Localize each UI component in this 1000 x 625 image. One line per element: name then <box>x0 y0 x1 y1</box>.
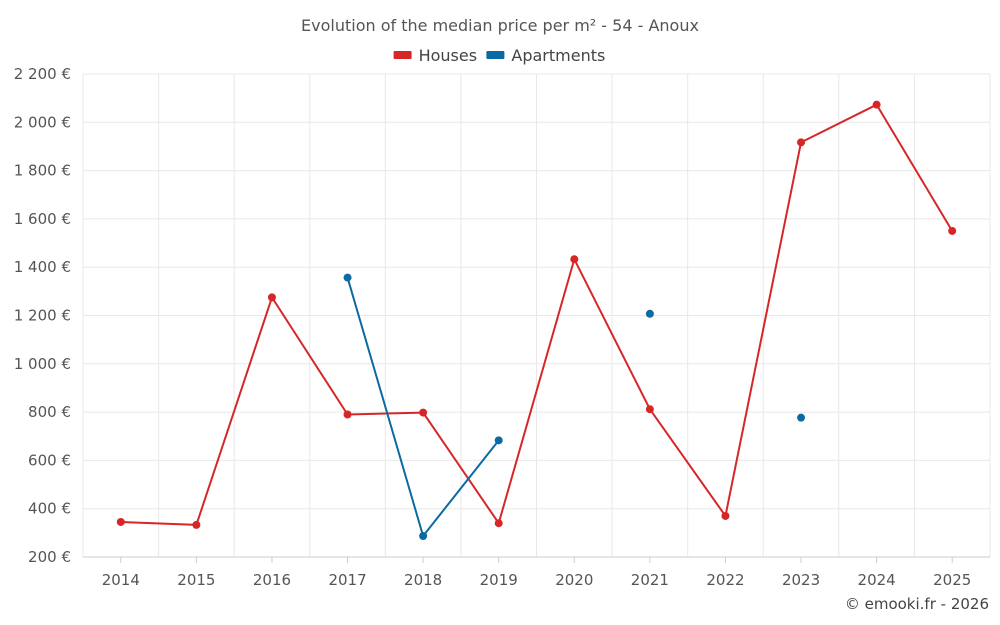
x-tick-label: 2020 <box>555 571 593 589</box>
legend-label: Apartments <box>511 46 605 65</box>
grid <box>82 73 991 558</box>
data-point[interactable] <box>797 138 806 147</box>
data-point[interactable] <box>645 309 654 318</box>
data-point[interactable] <box>419 408 428 417</box>
y-tick-label: 1 800 € <box>14 162 71 180</box>
legend-item-apartments[interactable]: Apartments <box>486 46 605 65</box>
data-point[interactable] <box>116 517 125 526</box>
x-tick-label: 2022 <box>706 571 744 589</box>
data-point[interactable] <box>494 519 503 528</box>
series-line-segment <box>497 258 576 525</box>
x-tick-label: 2019 <box>480 571 518 589</box>
series-houses <box>116 100 957 529</box>
series-line-segment <box>346 276 425 537</box>
x-tick-label: 2017 <box>328 571 366 589</box>
series-line-segment <box>422 439 500 537</box>
y-tick-label: 1 200 € <box>14 307 71 325</box>
data-point[interactable] <box>343 273 352 282</box>
series-line-segment <box>422 411 500 525</box>
x-tick-label: 2018 <box>404 571 442 589</box>
y-tick-label: 200 € <box>28 548 71 566</box>
x-tick-label: 2024 <box>858 571 896 589</box>
series-apartments <box>343 273 806 540</box>
series-line-segment <box>119 520 198 526</box>
x-tick-label: 2023 <box>782 571 820 589</box>
x-tick-label: 2015 <box>177 571 215 589</box>
legend-swatch <box>393 51 412 59</box>
y-tick-label: 2 200 € <box>14 65 71 83</box>
data-point[interactable] <box>797 413 806 422</box>
data-point[interactable] <box>948 226 957 235</box>
x-axis: 2014 2015 2016 2017 2018 2019 2020 2021 2022 2023… <box>83 556 990 589</box>
legend: Houses Apartments <box>393 46 605 65</box>
y-tick-label: 400 € <box>28 500 71 518</box>
series-line-segment <box>648 408 727 517</box>
series-line-segment <box>875 103 954 232</box>
data-point[interactable] <box>267 293 276 302</box>
data-point[interactable] <box>872 100 881 109</box>
data-point[interactable] <box>570 255 579 264</box>
x-tick-label: 2014 <box>102 571 140 589</box>
legend-item-houses[interactable]: Houses <box>393 46 477 65</box>
y-tick-label: 1 000 € <box>14 355 71 373</box>
series-line-segment <box>346 411 425 416</box>
data-point[interactable] <box>343 410 352 419</box>
x-tick-label: 2016 <box>253 571 291 589</box>
series-line-segment <box>800 103 878 144</box>
x-tick-label: 2021 <box>631 571 669 589</box>
x-tick-label: 2025 <box>933 571 971 589</box>
y-tick-label: 1 600 € <box>14 210 71 228</box>
series-group <box>116 100 957 540</box>
series-line-segment <box>270 296 349 416</box>
legend-swatch <box>486 51 505 59</box>
y-tick-label: 600 € <box>28 451 71 469</box>
data-point[interactable] <box>192 520 201 529</box>
y-tick-label: 1 400 € <box>14 258 71 276</box>
legend-label: Houses <box>419 46 477 65</box>
data-point[interactable] <box>494 436 503 445</box>
data-point[interactable] <box>721 511 730 520</box>
credit-text: © emooki.fr - 2026 <box>845 595 989 613</box>
series-line-segment <box>724 141 803 517</box>
data-point[interactable] <box>645 405 654 414</box>
y-axis: 200 € 400 € 600 € 800 € 1 000 € 1 200 € 1 400 … <box>14 65 71 566</box>
chart-title: Evolution of the median price per m² - 5… <box>301 16 699 35</box>
series-line-segment <box>573 258 651 411</box>
y-tick-label: 800 € <box>28 403 71 421</box>
data-point[interactable] <box>419 531 428 540</box>
series-line-segment <box>195 296 273 526</box>
y-tick-label: 2 000 € <box>14 113 71 131</box>
